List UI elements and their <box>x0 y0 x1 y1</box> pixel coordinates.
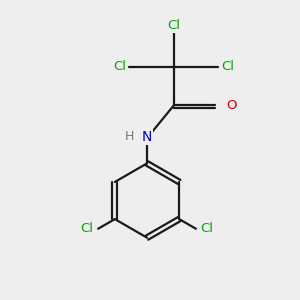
Text: Cl: Cl <box>81 222 94 235</box>
Text: Cl: Cl <box>221 60 234 73</box>
Text: H: H <box>125 130 134 143</box>
Text: Cl: Cl <box>113 60 126 73</box>
Text: O: O <box>226 99 236 112</box>
Text: Cl: Cl <box>200 222 213 235</box>
Text: N: N <box>142 130 152 144</box>
Text: Cl: Cl <box>167 19 180 32</box>
